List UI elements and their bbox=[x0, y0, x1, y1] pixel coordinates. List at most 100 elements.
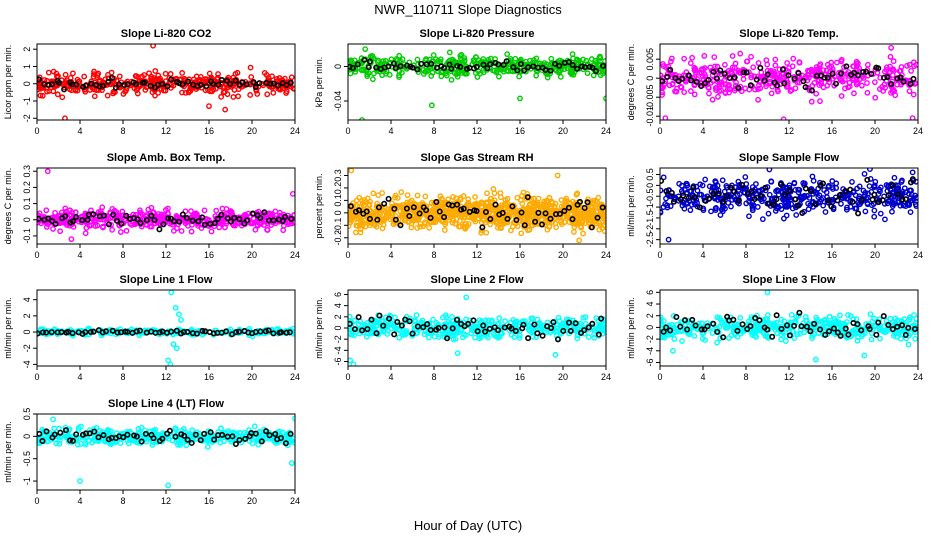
data-point bbox=[539, 61, 546, 68]
data-point bbox=[843, 206, 850, 213]
data-point bbox=[355, 321, 362, 327]
mean-point bbox=[880, 74, 887, 81]
data-point bbox=[82, 230, 89, 237]
data-point bbox=[57, 228, 64, 235]
outlier-point bbox=[517, 95, 523, 102]
data-point bbox=[725, 199, 732, 206]
mean-point bbox=[572, 320, 579, 327]
data-point bbox=[188, 228, 195, 235]
mean-point bbox=[849, 198, 856, 205]
mean-point bbox=[855, 210, 862, 217]
outlier-point bbox=[289, 190, 295, 197]
x-tick-label: 20 bbox=[558, 372, 568, 382]
data-point bbox=[540, 201, 547, 208]
mean-point bbox=[531, 321, 538, 328]
data-point bbox=[569, 51, 576, 58]
mean-point bbox=[510, 64, 517, 71]
panel-5: Slope Gas Stream RH0 4 8 12 16 20 24-0.2-0.100… bbox=[314, 152, 611, 260]
mean-point bbox=[465, 320, 472, 327]
mean-point bbox=[512, 327, 519, 334]
mean-point bbox=[885, 192, 892, 199]
mean-point bbox=[394, 319, 401, 326]
data-point bbox=[363, 333, 370, 340]
mean-point bbox=[514, 67, 521, 74]
data-point bbox=[667, 203, 674, 210]
mean-point bbox=[538, 221, 545, 228]
mean-point bbox=[486, 325, 493, 332]
data-point bbox=[737, 314, 744, 321]
x-tick-label: 8 bbox=[120, 372, 125, 382]
data-point bbox=[795, 312, 802, 319]
x-tick-label: 16 bbox=[204, 126, 214, 136]
data-point bbox=[906, 316, 913, 323]
data-point bbox=[208, 228, 215, 235]
mean-point bbox=[854, 72, 861, 79]
outlier-point bbox=[362, 46, 369, 53]
mean-point bbox=[189, 217, 196, 224]
data-point bbox=[348, 223, 352, 230]
data-point bbox=[280, 227, 287, 234]
data-point bbox=[706, 183, 713, 190]
mean-point bbox=[351, 326, 358, 333]
mean-point bbox=[802, 185, 809, 192]
mean-point bbox=[110, 211, 117, 218]
y-tick-label: -0.5 bbox=[645, 188, 655, 204]
data-point bbox=[805, 206, 812, 213]
y-tick-label: 4 bbox=[22, 297, 32, 302]
mean-point bbox=[134, 216, 141, 223]
data-point bbox=[488, 206, 495, 213]
outlier-point bbox=[764, 290, 771, 296]
data-point bbox=[67, 75, 74, 81]
data-point bbox=[815, 67, 822, 74]
data-point bbox=[416, 66, 423, 73]
mean-point bbox=[275, 82, 282, 89]
data-points bbox=[660, 44, 918, 120]
data-point bbox=[825, 182, 832, 189]
data-point bbox=[729, 53, 736, 59]
data-point bbox=[449, 210, 456, 217]
mean-point bbox=[366, 58, 373, 65]
data-point bbox=[787, 88, 794, 95]
mean-point bbox=[784, 322, 791, 329]
mean-point bbox=[554, 336, 561, 343]
data-point bbox=[817, 98, 823, 105]
mean-point bbox=[798, 323, 805, 330]
data-point bbox=[794, 331, 801, 338]
outlier-point bbox=[62, 115, 68, 120]
mean-point bbox=[739, 181, 746, 188]
mean-point bbox=[534, 330, 541, 337]
mean-point bbox=[508, 325, 515, 332]
mean-point bbox=[551, 60, 558, 67]
data-point bbox=[210, 83, 216, 90]
mean-point bbox=[720, 198, 727, 205]
mean-point bbox=[55, 79, 62, 86]
data-points bbox=[37, 290, 295, 366]
data-point bbox=[478, 219, 485, 226]
data-point bbox=[833, 185, 840, 191]
y-tick-label: 0.2 bbox=[22, 181, 32, 194]
data-point bbox=[687, 88, 694, 94]
data-point bbox=[234, 69, 241, 76]
data-point bbox=[148, 75, 154, 82]
data-point bbox=[64, 219, 70, 226]
mean-point bbox=[873, 331, 880, 338]
data-point bbox=[667, 58, 674, 65]
mean-point bbox=[747, 323, 754, 330]
data-point bbox=[91, 218, 97, 224]
outlier-point bbox=[909, 115, 916, 120]
data-point bbox=[746, 213, 752, 220]
data-point bbox=[44, 88, 50, 95]
data-point bbox=[853, 205, 860, 212]
data-point bbox=[692, 67, 699, 74]
mean-point bbox=[909, 176, 916, 183]
data-point bbox=[702, 176, 709, 183]
data-point bbox=[561, 66, 568, 73]
mean-point bbox=[403, 205, 410, 212]
mean-point bbox=[37, 330, 41, 337]
data-point bbox=[514, 223, 521, 230]
mean-point bbox=[821, 74, 828, 81]
data-point bbox=[660, 187, 664, 194]
data-point bbox=[563, 195, 570, 202]
mean-point bbox=[576, 198, 583, 205]
data-point bbox=[768, 90, 775, 97]
